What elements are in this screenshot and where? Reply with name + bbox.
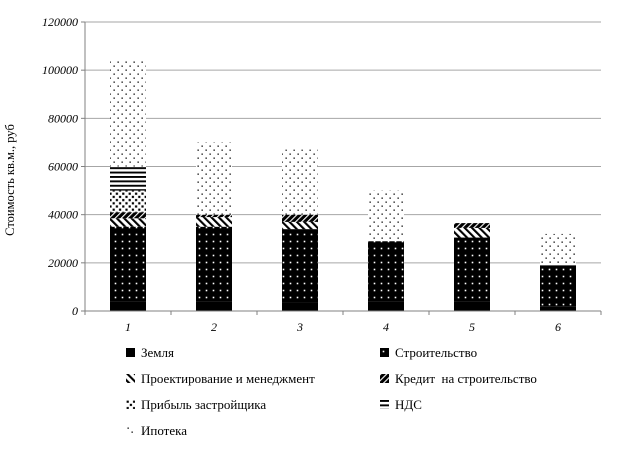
legend-label: Проектирование и менеджмент — [141, 370, 315, 386]
bar-segment-diagonal-stripes — [196, 217, 232, 227]
bar-segment-black-white-dots — [454, 237, 490, 302]
bar-segment-solid-black — [368, 301, 404, 311]
bar-segment-black-white-dots — [196, 226, 232, 302]
stacked-bar-chart: 0 20000 40000 60000 80000 100000 120000 1 2 3 4 5 6 С… — [3, 15, 602, 334]
bar-segment-solid-black — [454, 301, 490, 311]
y-tick-label: 40000 — [48, 208, 78, 222]
legend-label: Земля — [141, 344, 174, 360]
legend-label: НДС — [395, 396, 422, 412]
bar-segment-fine-dots — [540, 233, 576, 266]
legend-marker-diagonal-stripes-icon — [126, 374, 135, 383]
bar-segment-solid-black — [110, 301, 146, 311]
chart-legend: Земля Строительство Проектирование и менед… — [126, 345, 610, 438]
bar-segment-dense-crosshatch — [454, 223, 490, 228]
bars — [110, 60, 576, 311]
y-tick-label: 0 — [72, 304, 78, 318]
bar-segment-solid-black — [196, 301, 232, 311]
bar-segment-horizontal-lines — [110, 166, 146, 191]
bar-segment-fine-dots — [282, 149, 318, 215]
axis-labels: 0 20000 40000 60000 80000 100000 120000 1 2 3 4 5 6 С… — [3, 15, 561, 334]
bar-segment-fine-dots — [368, 190, 404, 242]
gridlines — [85, 21, 601, 312]
axes — [81, 21, 602, 315]
bar-segment-solid-black — [282, 302, 318, 311]
bar-segment-black-white-dots — [540, 265, 576, 307]
legend-label: Строительство — [395, 344, 478, 360]
y-tick-label: 120000 — [42, 15, 78, 29]
legend-label: Кредит на строительство — [395, 370, 537, 386]
legend-item: Строительство — [380, 345, 610, 360]
bar-segment-diagonal-stripes — [454, 227, 490, 238]
legend-item: Земля — [126, 345, 380, 360]
legend-item: НДС — [380, 397, 610, 412]
x-tick-label: 5 — [469, 320, 475, 334]
bar-segment-dense-crosshatch — [282, 214, 318, 222]
x-tick-label: 3 — [296, 320, 303, 334]
bar-segment-fine-dots — [196, 142, 232, 215]
legend-item: Кредит на строительство — [380, 371, 610, 386]
y-tick-label: 80000 — [48, 111, 78, 125]
x-tick-label: 4 — [383, 320, 389, 334]
bar-segment-solid-black — [540, 306, 576, 311]
bar-segment-black-white-dots — [368, 241, 404, 302]
legend-marker-horizontal-lines-icon — [380, 400, 389, 409]
legend-item: Прибыль застройщика — [126, 397, 380, 412]
legend-item: Ипотека — [126, 423, 380, 438]
legend-marker-black-white-dots-icon — [380, 348, 389, 357]
legend-marker-dense-crosshatch-icon — [380, 374, 389, 383]
y-axis-title: Стоимость кв.м., руб — [3, 124, 17, 236]
x-tick-label: 6 — [555, 320, 561, 334]
legend-label: Ипотека — [141, 422, 188, 438]
legend-item: Проектирование и менеджмент — [126, 371, 380, 386]
y-tick-label: 60000 — [48, 160, 78, 174]
x-tick-label: 2 — [211, 320, 217, 334]
legend-marker-solid-black-icon — [126, 348, 135, 357]
y-tick-label: 100000 — [42, 63, 78, 77]
bar-segment-coarse-dots — [110, 190, 146, 213]
bar-segment-dense-crosshatch — [110, 212, 146, 219]
legend-marker-coarse-dots-icon — [126, 400, 135, 409]
x-tick-label: 1 — [125, 320, 131, 334]
bar-segment-diagonal-stripes — [282, 221, 318, 230]
legend-marker-fine-dots-icon — [126, 426, 135, 435]
legend-label: Прибыль застройщика — [141, 396, 267, 412]
y-tick-label: 20000 — [48, 256, 78, 270]
bar-segment-diagonal-stripes — [110, 218, 146, 227]
bar-segment-black-white-dots — [110, 226, 146, 302]
bar-segment-fine-dots — [110, 60, 146, 167]
bar-segment-black-white-dots — [282, 229, 318, 303]
bar-segment-dense-crosshatch — [196, 214, 232, 218]
